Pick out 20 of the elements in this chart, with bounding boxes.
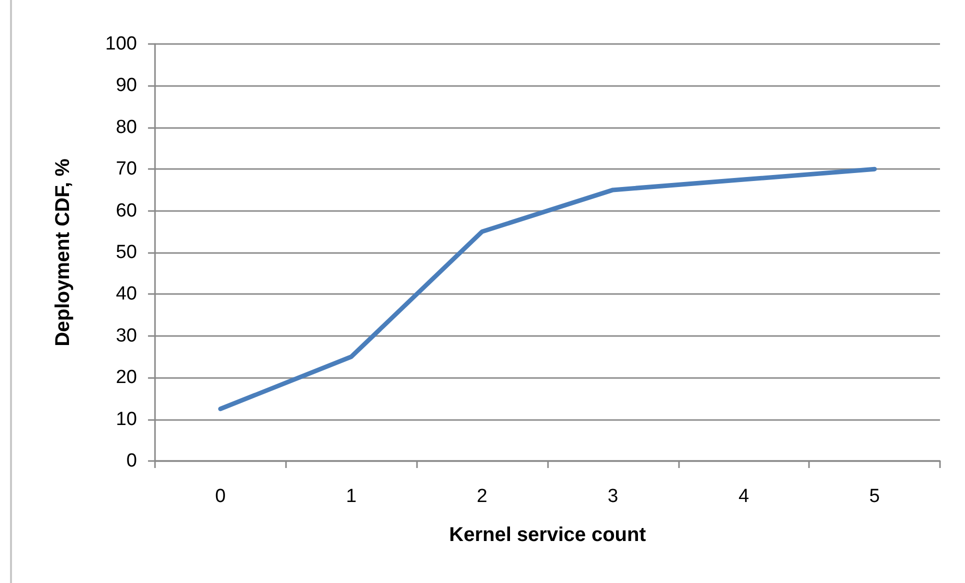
x-tick-label: 0 — [215, 486, 226, 507]
y-tick-label: 30 — [116, 325, 137, 346]
y-tick-label: 90 — [116, 75, 137, 96]
x-tick-label: 2 — [476, 486, 488, 507]
y-tick-label: 10 — [116, 408, 137, 430]
x-tick-label: 3 — [608, 486, 618, 507]
y-tick-label: 70 — [116, 158, 137, 180]
x-tick-label: 5 — [869, 486, 880, 507]
x-axis-title: Kernel service count — [449, 524, 646, 546]
x-tick-label: 1 — [346, 486, 357, 507]
y-tick-label: 80 — [116, 116, 137, 138]
y-tick-label: 60 — [116, 200, 137, 222]
line-series — [218, 166, 877, 412]
x-tick-label: 4 — [738, 486, 750, 507]
y-tick-label: 50 — [116, 242, 137, 263]
y-tick-label: 40 — [116, 284, 137, 305]
y-tick-label: 20 — [116, 367, 137, 388]
y-tick-label: 100 — [105, 34, 137, 54]
y-tick-label: 0 — [126, 450, 137, 472]
y-axis-title: Deployment CDF, % — [52, 158, 74, 346]
